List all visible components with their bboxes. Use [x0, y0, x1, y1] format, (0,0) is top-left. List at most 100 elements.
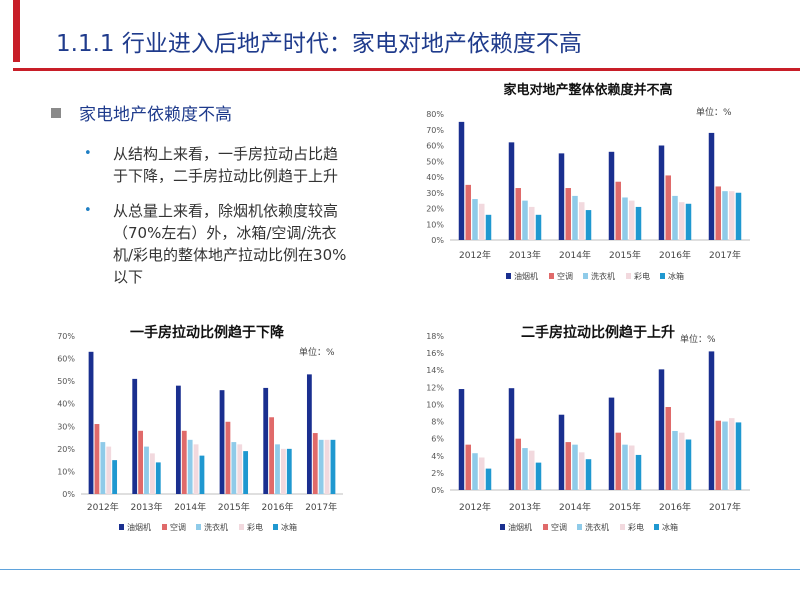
bar-空调-2015年: [615, 181, 621, 240]
bar-空调-2015年: [225, 421, 231, 494]
bullet-point-2-text: 从总量上来看，除烟机依赖度较高 （70%左右）外，冰箱/空调/洗衣 机/彩电的整…: [113, 200, 413, 288]
bar-空调-2013年: [138, 430, 144, 494]
legend-swatch: [119, 524, 124, 530]
legend-label: 洗衣机: [204, 522, 228, 532]
x-tick-label: 2014年: [174, 501, 206, 513]
bar-空调-2016年: [665, 407, 671, 490]
y-tick-label: 16%: [426, 349, 444, 358]
bar-空调-2016年: [269, 417, 275, 494]
bar-冰箱-2015年: [243, 451, 249, 494]
bar-彩电-2015年: [629, 200, 635, 240]
text-line: 于下降，二手房拉动比例趋于上升: [113, 167, 339, 185]
bar-冰箱-2012年: [112, 460, 118, 494]
bar-空调-2016年: [665, 175, 671, 240]
bar-油烟机-2013年: [508, 142, 515, 240]
bar-空调-2015年: [615, 432, 621, 490]
legend-swatch: [162, 524, 167, 530]
bar-油烟机-2015年: [608, 151, 615, 240]
bar-彩电-2012年: [479, 457, 485, 490]
bar-彩电-2013年: [529, 206, 535, 240]
x-tick-label: 2013年: [509, 249, 541, 261]
bar-油烟机-2012年: [88, 351, 94, 494]
title-underline: [13, 68, 800, 71]
bar-洗衣机-2017年: [722, 421, 728, 490]
footer-divider: [0, 569, 800, 570]
bar-洗衣机-2014年: [572, 444, 578, 490]
bar-油烟机-2015年: [219, 390, 225, 494]
bar-冰箱-2017年: [735, 192, 742, 240]
bullet-point-1-text: 从结构上来看，一手房拉动占比趋 于下降，二手房拉动比例趋于上升: [113, 143, 413, 187]
legend-swatch: [506, 273, 511, 279]
bar-油烟机-2015年: [608, 397, 615, 490]
chart-title: 二手房拉动比例趋于上升: [521, 324, 675, 341]
bar-空调-2014年: [181, 430, 187, 494]
bar-冰箱-2013年: [535, 462, 542, 490]
x-tick-label: 2016年: [262, 501, 294, 513]
bar-冰箱-2016年: [286, 448, 292, 494]
y-tick-label: 6%: [431, 435, 444, 444]
bar-空调-2017年: [312, 433, 318, 494]
y-tick-label: 80%: [426, 110, 444, 119]
title-accent-bar: [13, 0, 20, 62]
legend-swatch: [577, 524, 582, 530]
bar-彩电-2013年: [149, 453, 155, 494]
text-line: 以下: [113, 268, 144, 286]
y-tick-label: 0%: [431, 486, 444, 495]
bar-彩电-2016年: [280, 448, 286, 494]
text-line: 从结构上来看，一手房拉动占比趋: [113, 145, 339, 163]
y-tick-label: 10%: [426, 400, 444, 409]
bar-洗衣机-2014年: [187, 439, 193, 494]
chart-title: 家电对地产整体依赖度并不高: [503, 82, 672, 98]
bar-冰箱-2013年: [155, 462, 161, 494]
chart-title: 一手房拉动比例趋于下降: [130, 324, 285, 341]
bar-彩电-2012年: [106, 446, 112, 494]
bar-彩电-2017年: [324, 439, 330, 494]
unit-label: 单位：%: [696, 106, 732, 118]
bar-冰箱-2015年: [635, 454, 642, 490]
y-tick-label: 10%: [426, 220, 444, 229]
legend-swatch: [620, 524, 625, 530]
x-tick-label: 2016年: [659, 249, 691, 261]
bar-空调-2014年: [565, 442, 571, 490]
bar-洗衣机-2017年: [722, 191, 728, 240]
y-tick-label: 18%: [426, 332, 444, 341]
legend-swatch: [239, 524, 244, 530]
bar-空调-2013年: [515, 438, 521, 490]
square-bullet-icon: [51, 108, 61, 118]
x-tick-label: 2012年: [87, 501, 119, 513]
bar-彩电-2013年: [529, 450, 535, 490]
bar-洗衣机-2012年: [472, 453, 478, 490]
y-tick-label: 60%: [426, 142, 444, 151]
x-tick-label: 2017年: [709, 501, 741, 513]
x-tick-label: 2017年: [709, 249, 741, 261]
legend-swatch: [626, 273, 631, 279]
y-tick-label: 70%: [57, 332, 75, 341]
bar-冰箱-2014年: [199, 455, 205, 494]
y-tick-label: 8%: [431, 418, 444, 427]
bar-油烟机-2013年: [132, 378, 138, 494]
bar-油烟机-2013年: [508, 388, 515, 490]
unit-label: 单位：%: [680, 333, 716, 345]
legend-label: 冰箱: [281, 522, 297, 532]
bar-彩电-2016年: [679, 432, 685, 490]
bar-油烟机-2016年: [263, 387, 269, 494]
bar-彩电-2015年: [629, 445, 635, 490]
y-tick-label: 50%: [57, 377, 75, 386]
y-tick-label: 10%: [57, 467, 75, 476]
y-tick-label: 4%: [431, 452, 444, 461]
text-line: （70%左右）外，冰箱/空调/洗衣: [113, 224, 337, 242]
bar-洗衣机-2012年: [472, 199, 478, 240]
bar-油烟机-2016年: [658, 369, 665, 490]
bar-空调-2017年: [715, 186, 721, 240]
bar-冰箱-2014年: [585, 210, 592, 240]
bar-油烟机-2017年: [708, 351, 715, 490]
bar-冰箱-2017年: [330, 439, 336, 494]
bar-油烟机-2014年: [175, 385, 181, 494]
bar-油烟机-2012年: [458, 389, 465, 490]
y-tick-label: 14%: [426, 366, 444, 375]
y-tick-label: 60%: [57, 355, 75, 364]
y-tick-label: 40%: [57, 400, 75, 409]
y-tick-label: 12%: [426, 383, 444, 392]
y-tick-label: 30%: [57, 422, 75, 431]
